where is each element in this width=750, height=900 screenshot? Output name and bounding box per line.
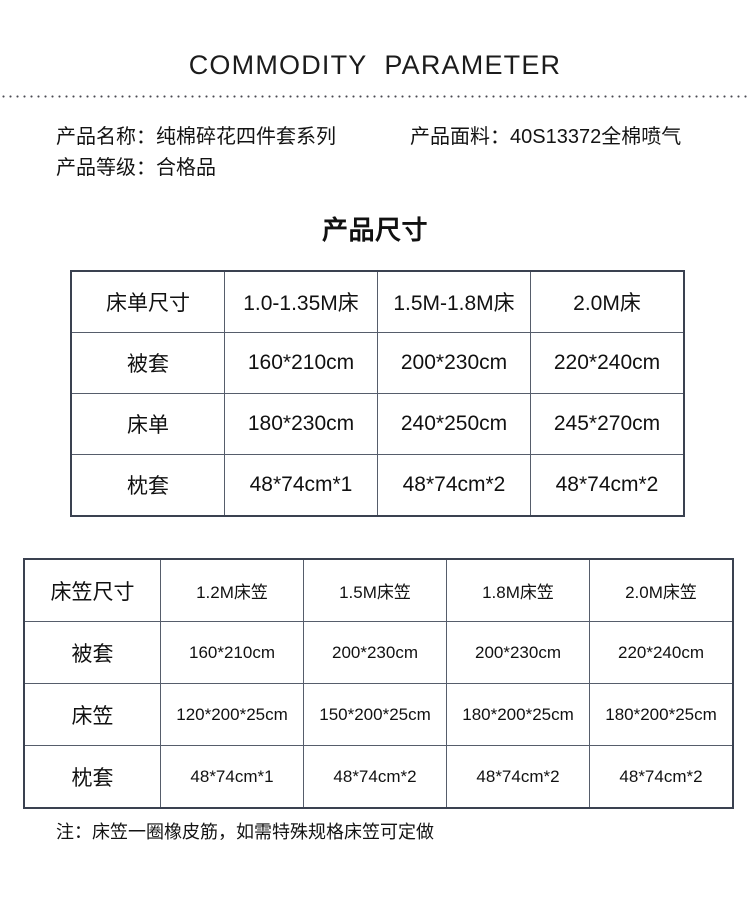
row-label: 枕套 xyxy=(23,745,161,809)
table-header-cell: 1.2M床笠 xyxy=(160,558,304,622)
footnote-text: 注：床笠一圈橡皮筋，如需特殊规格床笠可定做 xyxy=(56,822,434,842)
table-header-cell: 1.5M-1.8M床 xyxy=(377,270,531,333)
table-header-row: 床单尺寸 1.0-1.35M床 1.5M-1.8M床 2.0M床 xyxy=(70,270,685,333)
table-header-cell: 2.0M床 xyxy=(530,270,685,333)
table-cell: 48*74cm*2 xyxy=(377,454,531,517)
row-label: 被套 xyxy=(23,621,161,684)
table-header-cell: 2.0M床笠 xyxy=(589,558,734,622)
table-row: 床笠 120*200*25cm 150*200*25cm 180*200*25c… xyxy=(23,683,734,746)
table-cell: 200*230cm xyxy=(446,621,590,684)
table-header-cell: 床笠尺寸 xyxy=(23,558,161,622)
table-cell: 48*74cm*2 xyxy=(589,745,734,809)
table-row: 枕套 48*74cm*1 48*74cm*2 48*74cm*2 xyxy=(70,454,685,517)
table-cell: 48*74cm*2 xyxy=(530,454,685,517)
product-name-line: 产品名称：纯棉碎花四件套系列 xyxy=(56,126,336,148)
dotted-divider xyxy=(0,95,750,98)
table-row: 被套 160*210cm 200*230cm 200*230cm 220*240… xyxy=(23,621,734,684)
table-row: 被套 160*210cm 200*230cm 220*240cm xyxy=(70,332,685,394)
table-cell: 48*74cm*1 xyxy=(160,745,304,809)
table-header-row: 床笠尺寸 1.2M床笠 1.5M床笠 1.8M床笠 2.0M床笠 xyxy=(23,558,734,622)
table-header-cell: 1.0-1.35M床 xyxy=(224,270,378,333)
table-row: 枕套 48*74cm*1 48*74cm*2 48*74cm*2 48*74cm… xyxy=(23,745,734,809)
row-label: 床笠 xyxy=(23,683,161,746)
table-cell: 200*230cm xyxy=(303,621,447,684)
table-row: 床单 180*230cm 240*250cm 245*270cm xyxy=(70,393,685,455)
table-cell: 180*200*25cm xyxy=(589,683,734,746)
table-cell: 48*74cm*2 xyxy=(303,745,447,809)
table-cell: 245*270cm xyxy=(530,393,685,455)
row-label: 被套 xyxy=(70,332,225,394)
table-cell: 120*200*25cm xyxy=(160,683,304,746)
page-title: COMMODITY PARAMETER xyxy=(188,50,562,80)
table-header-cell: 床单尺寸 xyxy=(70,270,225,333)
bedsheet-size-table: 床单尺寸 1.0-1.35M床 1.5M-1.8M床 2.0M床 被套 160*… xyxy=(70,270,685,517)
table-header-cell: 1.5M床笠 xyxy=(303,558,447,622)
table-cell: 48*74cm*2 xyxy=(446,745,590,809)
table-cell: 48*74cm*1 xyxy=(224,454,378,517)
row-label: 床单 xyxy=(70,393,225,455)
table-cell: 180*230cm xyxy=(224,393,378,455)
table-cell: 160*210cm xyxy=(160,621,304,684)
product-grade-line: 产品等级：合格品 xyxy=(56,157,216,179)
table-cell: 150*200*25cm xyxy=(303,683,447,746)
table-cell: 240*250cm xyxy=(377,393,531,455)
table-cell: 180*200*25cm xyxy=(446,683,590,746)
section-heading-product-size: 产品尺寸 xyxy=(321,215,428,245)
product-fabric-line: 产品面料：40S13372全棉喷气 xyxy=(410,126,682,148)
fitted-sheet-size-table: 床笠尺寸 1.2M床笠 1.5M床笠 1.8M床笠 2.0M床笠 被套 160*… xyxy=(23,558,734,809)
product-info-block: 产品名称：纯棉碎花四件套系列 产品面料：40S13372全棉喷气 产品等级：合格… xyxy=(0,124,750,188)
row-label: 枕套 xyxy=(70,454,225,517)
table-cell: 220*240cm xyxy=(589,621,734,684)
table-cell: 220*240cm xyxy=(530,332,685,394)
table-cell: 160*210cm xyxy=(224,332,378,394)
table-cell: 200*230cm xyxy=(377,332,531,394)
table-header-cell: 1.8M床笠 xyxy=(446,558,590,622)
